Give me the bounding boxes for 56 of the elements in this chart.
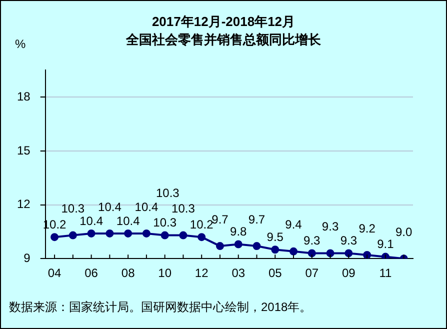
data-label: 9.4 bbox=[285, 218, 302, 232]
point bbox=[271, 246, 280, 254]
data-label: 9.2 bbox=[358, 221, 376, 236]
data-label: 10.4 bbox=[134, 200, 158, 214]
point bbox=[290, 247, 298, 256]
point bbox=[308, 249, 316, 258]
point bbox=[344, 249, 353, 258]
point bbox=[216, 242, 224, 250]
x-tick-label: 04 bbox=[48, 266, 62, 280]
source-note: 数据来源：国家统计局。国研网数据中心绘制，2018年。 bbox=[9, 299, 312, 316]
chart-subtitle: 全国社会零售并销售总额同比增长 bbox=[126, 32, 321, 47]
data-label: 9.8 bbox=[230, 224, 248, 239]
y-tick-label: 9 bbox=[24, 250, 31, 265]
point bbox=[363, 251, 372, 259]
data-label: 9.0 bbox=[395, 224, 412, 239]
point bbox=[87, 229, 96, 238]
point bbox=[198, 233, 206, 242]
data-label: 10.4 bbox=[116, 214, 140, 228]
data-label: 9.7 bbox=[248, 212, 266, 226]
y-tick-label: 18 bbox=[16, 89, 31, 104]
chart-title: 2017年12月-2018年12月 bbox=[150, 13, 296, 31]
data-label: 9.3 bbox=[322, 220, 339, 234]
x-tick-label: 11 bbox=[379, 266, 392, 280]
point bbox=[68, 231, 77, 240]
point bbox=[326, 249, 334, 258]
data-label: 10.4 bbox=[98, 200, 122, 214]
x-tick-label: 08 bbox=[121, 266, 136, 280]
x-tick-label: 03 bbox=[232, 266, 246, 280]
point bbox=[50, 233, 59, 242]
data-label: 10.4 bbox=[80, 214, 104, 228]
data-label: 9.1 bbox=[377, 237, 394, 252]
x-tick-label: 10 bbox=[158, 266, 172, 280]
point bbox=[106, 229, 114, 238]
data-label: 9.5 bbox=[266, 230, 284, 244]
y-tick-label: 15 bbox=[16, 143, 31, 158]
point bbox=[252, 242, 261, 250]
data-label: 9.3 bbox=[340, 234, 358, 248]
point bbox=[179, 231, 188, 240]
x-tick-label: 09 bbox=[342, 266, 356, 280]
data-label: 10.3 bbox=[61, 202, 85, 216]
annotation: 10.3 bbox=[156, 186, 180, 200]
x-tick-label: 12 bbox=[194, 266, 209, 280]
point bbox=[160, 231, 169, 240]
y-axis-title: % bbox=[15, 37, 26, 51]
data-label: 10.3 bbox=[153, 216, 177, 230]
data-label: 9.7 bbox=[212, 212, 229, 226]
data-label: 9.3 bbox=[304, 234, 321, 248]
data-label: 10.3 bbox=[172, 202, 196, 216]
y-tick-label: 12 bbox=[16, 197, 31, 212]
x-tick-label: 05 bbox=[268, 266, 282, 280]
point bbox=[381, 252, 390, 259]
x-tick-label: 06 bbox=[84, 266, 98, 280]
x-tick-label: 07 bbox=[305, 266, 319, 280]
point bbox=[124, 229, 132, 238]
point bbox=[142, 229, 150, 238]
point bbox=[234, 240, 242, 248]
